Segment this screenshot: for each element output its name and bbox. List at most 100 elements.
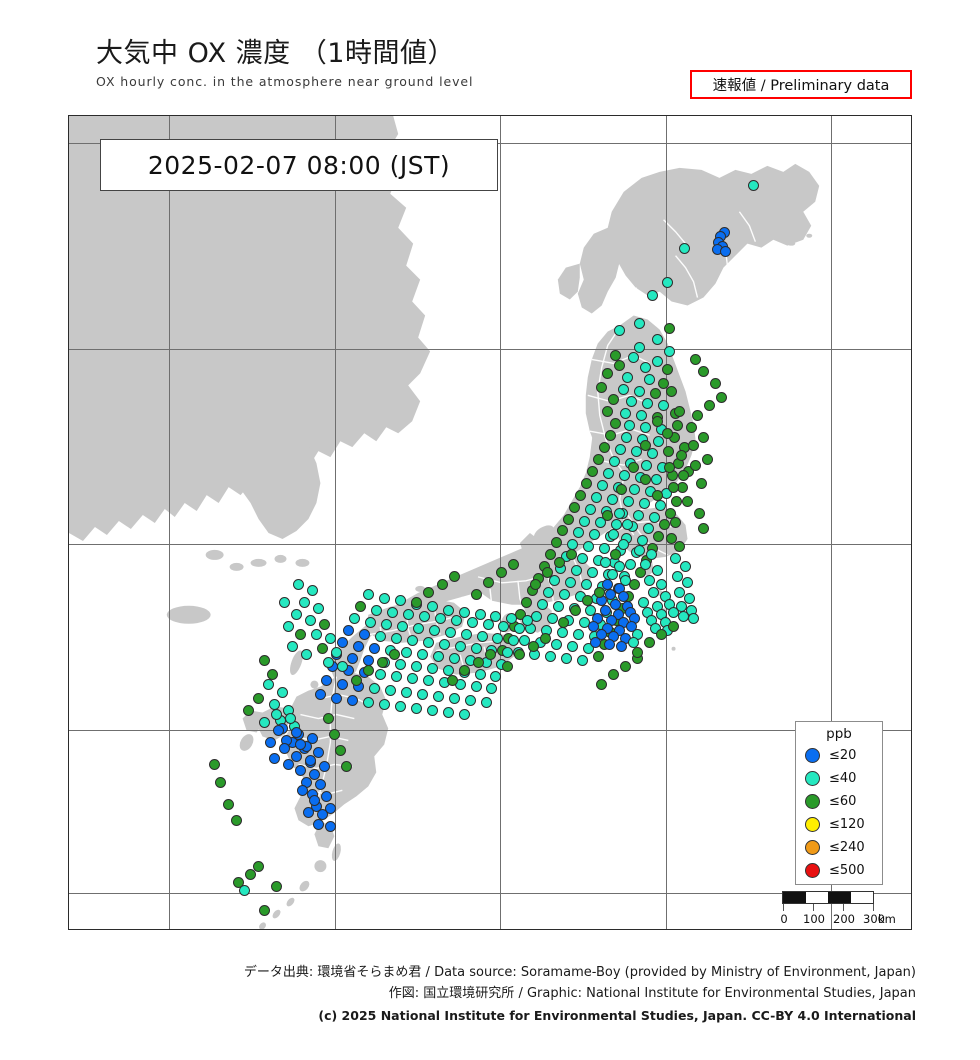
legend-item-label: ≤240 bbox=[829, 840, 865, 855]
gridline-25N bbox=[69, 893, 911, 894]
station-point bbox=[709, 377, 721, 389]
station-point bbox=[695, 477, 707, 489]
station-point bbox=[514, 623, 526, 635]
gridline-30N bbox=[69, 730, 911, 731]
legend-item: ≤20 bbox=[796, 744, 882, 767]
station-point bbox=[328, 728, 340, 740]
station-point bbox=[608, 529, 620, 541]
station-point bbox=[602, 623, 614, 635]
station-point bbox=[653, 435, 665, 447]
station-point bbox=[651, 473, 663, 485]
station-point bbox=[458, 665, 470, 677]
legend-color-swatch bbox=[805, 771, 820, 786]
xaxis-minor-tick bbox=[102, 929, 103, 930]
station-point bbox=[410, 661, 422, 673]
station-point bbox=[426, 601, 438, 613]
station-point bbox=[620, 407, 632, 419]
station-point bbox=[263, 679, 275, 691]
scale-segment bbox=[805, 892, 828, 903]
legend-rows: ≤20 ≤40 ≤60 ≤120 ≤240 ≤500 bbox=[796, 744, 882, 882]
legend-color-swatch bbox=[805, 794, 820, 809]
station-point bbox=[239, 884, 251, 896]
station-point bbox=[608, 393, 620, 405]
station-point bbox=[384, 685, 396, 697]
station-point bbox=[644, 637, 656, 649]
page-title: 大気中 OX 濃度 （1時間値） bbox=[96, 38, 455, 69]
station-point bbox=[616, 641, 628, 653]
station-point bbox=[350, 675, 362, 687]
station-point bbox=[368, 643, 380, 655]
station-point bbox=[294, 738, 306, 750]
station-point bbox=[253, 693, 265, 705]
station-point bbox=[508, 635, 520, 647]
station-point bbox=[416, 689, 428, 701]
station-point bbox=[406, 635, 418, 647]
station-point bbox=[388, 649, 400, 661]
footer-graphic-credit: 作図: 国立環境研究所 / Graphic: National Institut… bbox=[388, 986, 916, 1002]
station-point bbox=[390, 671, 402, 683]
station-point bbox=[662, 363, 674, 375]
station-point bbox=[566, 549, 578, 561]
station-point bbox=[316, 808, 328, 820]
legend-item: ≤40 bbox=[796, 767, 882, 790]
gridline-130E bbox=[335, 116, 336, 929]
station-point bbox=[324, 820, 336, 832]
map-plot-area[interactable]: 45°N 40°N 35°N 30°N 25°N 125°E 130°E 135… bbox=[68, 115, 912, 930]
yaxis-minor-tick bbox=[68, 591, 69, 592]
station-point bbox=[639, 497, 651, 509]
station-point bbox=[362, 697, 374, 709]
legend-color-swatch bbox=[805, 840, 820, 855]
station-point bbox=[642, 397, 654, 409]
station-point bbox=[243, 705, 255, 717]
station-point bbox=[633, 509, 645, 521]
station-point bbox=[484, 649, 496, 661]
station-point bbox=[644, 575, 656, 587]
station-point bbox=[652, 355, 664, 367]
station-point bbox=[641, 459, 653, 471]
station-point bbox=[298, 597, 310, 609]
station-point bbox=[648, 587, 660, 599]
legend-color-swatch bbox=[805, 817, 820, 832]
xaxis-minor-tick bbox=[599, 929, 600, 930]
station-point bbox=[380, 619, 392, 631]
station-point bbox=[608, 669, 620, 681]
station-point bbox=[619, 469, 631, 481]
station-point bbox=[626, 621, 638, 633]
station-point bbox=[614, 507, 626, 519]
station-point bbox=[370, 605, 382, 617]
japan-map-svg bbox=[69, 116, 911, 929]
station-point bbox=[498, 621, 510, 633]
station-point bbox=[652, 415, 664, 427]
station-point bbox=[352, 641, 364, 653]
station-point bbox=[476, 631, 488, 643]
station-point bbox=[324, 802, 336, 814]
yaxis-major-tick bbox=[68, 699, 69, 700]
yaxis-minor-tick bbox=[68, 198, 69, 199]
station-point bbox=[348, 613, 360, 625]
station-point bbox=[688, 613, 700, 625]
xaxis-minor-tick bbox=[532, 929, 533, 930]
station-point bbox=[276, 687, 288, 699]
station-point bbox=[621, 431, 633, 443]
station-point bbox=[596, 381, 608, 393]
station-point bbox=[593, 453, 605, 465]
yaxis-minor-tick bbox=[68, 556, 69, 557]
station-point bbox=[340, 760, 352, 772]
station-point bbox=[663, 445, 675, 457]
station-point bbox=[579, 515, 591, 527]
xaxis-major-tick bbox=[168, 929, 169, 930]
preliminary-data-badge: 速報値 / Preliminary data bbox=[690, 70, 912, 99]
station-point bbox=[215, 776, 227, 788]
station-point bbox=[322, 713, 334, 725]
station-point bbox=[652, 489, 664, 501]
station-point bbox=[486, 683, 498, 695]
gridline-135E bbox=[500, 116, 501, 929]
station-point bbox=[678, 469, 690, 481]
station-point bbox=[458, 607, 470, 619]
xaxis-minor-tick bbox=[201, 929, 202, 930]
xaxis-minor-tick bbox=[433, 929, 434, 930]
station-point bbox=[410, 703, 422, 715]
station-point bbox=[600, 557, 612, 569]
yaxis-minor-tick bbox=[68, 448, 69, 449]
station-point bbox=[625, 559, 637, 571]
